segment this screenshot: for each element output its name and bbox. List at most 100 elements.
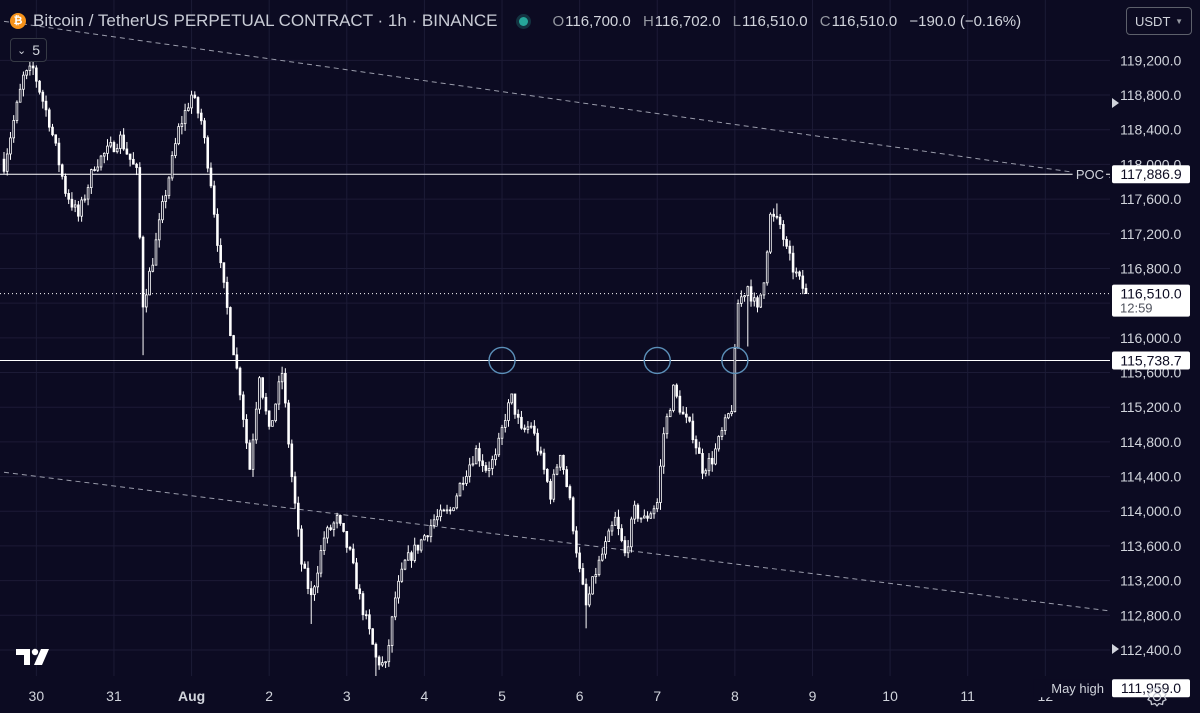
candle-body [390, 616, 394, 646]
candle-body [122, 134, 125, 150]
candle-body [2, 158, 6, 172]
candle-body [436, 516, 439, 521]
candle-body [339, 515, 342, 524]
candle [588, 586, 591, 608]
candle-body [413, 544, 416, 561]
candle [132, 152, 135, 165]
candle-body [455, 495, 459, 509]
candle [112, 140, 116, 153]
candle [665, 413, 669, 439]
candle [801, 269, 805, 295]
candle-body [309, 588, 313, 596]
candle [406, 545, 410, 561]
candle-body [623, 540, 627, 554]
candle-body [513, 393, 517, 415]
candle-body [96, 166, 100, 171]
candle-body [222, 262, 226, 283]
candle [533, 420, 536, 436]
candle-body [571, 497, 575, 532]
candle-body [70, 198, 74, 208]
candle [161, 195, 164, 224]
candle [15, 100, 19, 124]
price-tick-label: 114,400.0 [1120, 469, 1181, 485]
candle [743, 295, 746, 302]
candle-body [410, 552, 413, 561]
candle-body [199, 112, 203, 122]
candle [484, 462, 488, 473]
candle-body [316, 572, 319, 588]
currency-select[interactable]: USDT ▼ [1126, 7, 1192, 35]
indicators-toggle-button[interactable]: ⌄ 5 [10, 38, 48, 62]
candle-body [77, 204, 80, 217]
candle [22, 71, 25, 97]
candle-body [235, 354, 239, 369]
candle-body [112, 142, 116, 153]
candle [410, 550, 413, 568]
candle [326, 525, 329, 544]
tradingview-logo-icon[interactable] [16, 645, 52, 669]
candle [164, 189, 167, 209]
candle-body [568, 486, 572, 499]
time-tick-label: 4 [421, 688, 429, 704]
candle [248, 439, 252, 470]
candle-body [203, 120, 206, 139]
candle [277, 375, 281, 411]
candle-body [662, 433, 666, 467]
candle [474, 445, 478, 465]
candle-body [448, 509, 452, 512]
candle-body [743, 295, 746, 298]
candle [727, 412, 730, 420]
candle [90, 168, 93, 194]
candle-body [229, 307, 232, 336]
candle [157, 213, 161, 248]
time-tick-label: 9 [809, 688, 817, 704]
candle-body [232, 335, 235, 356]
candle [351, 543, 355, 565]
candle-body [384, 661, 387, 664]
candle-body [361, 593, 365, 616]
candle-body [206, 137, 210, 169]
settings-gear-icon[interactable] [1146, 686, 1168, 708]
candle-body [804, 287, 808, 295]
candle-body [416, 544, 420, 551]
symbol-header: ₿ Bitcoin / TetherUS PERPETUAL CONTRACT … [10, 10, 1021, 32]
candle-body [529, 425, 533, 428]
price-tick-label: 115,200.0 [1120, 399, 1181, 415]
candle-body [542, 452, 546, 470]
candle-body [83, 198, 87, 201]
candle-body [497, 437, 501, 456]
candle-body [445, 509, 449, 512]
candle-body [536, 432, 539, 452]
candle-body [164, 195, 167, 202]
candle [613, 511, 617, 526]
indicators-count: 5 [32, 42, 41, 58]
candle [717, 435, 720, 452]
candle-body [145, 294, 148, 308]
candle-body [707, 457, 711, 472]
candle-body [280, 372, 284, 383]
candle-body [655, 502, 659, 510]
candle [762, 282, 766, 299]
candle [125, 141, 129, 155]
symbol-title[interactable]: Bitcoin / TetherUS PERPETUAL CONTRACT · … [33, 11, 498, 30]
price-tick-label: 117,200.0 [1120, 226, 1181, 242]
candle-body [313, 586, 316, 596]
candle-body [562, 454, 565, 471]
candle-body [358, 588, 362, 595]
candle-body [406, 552, 410, 561]
candle-body [672, 384, 675, 411]
candle [5, 148, 9, 176]
candle [552, 469, 556, 503]
candle-body [652, 508, 656, 515]
candle [394, 591, 397, 621]
candle [238, 366, 242, 401]
candle [668, 408, 672, 418]
candle [513, 393, 517, 419]
candle [306, 561, 310, 595]
candle-body [187, 107, 190, 111]
candle-body [659, 465, 662, 503]
candle [617, 509, 620, 536]
candle-body [600, 553, 604, 561]
